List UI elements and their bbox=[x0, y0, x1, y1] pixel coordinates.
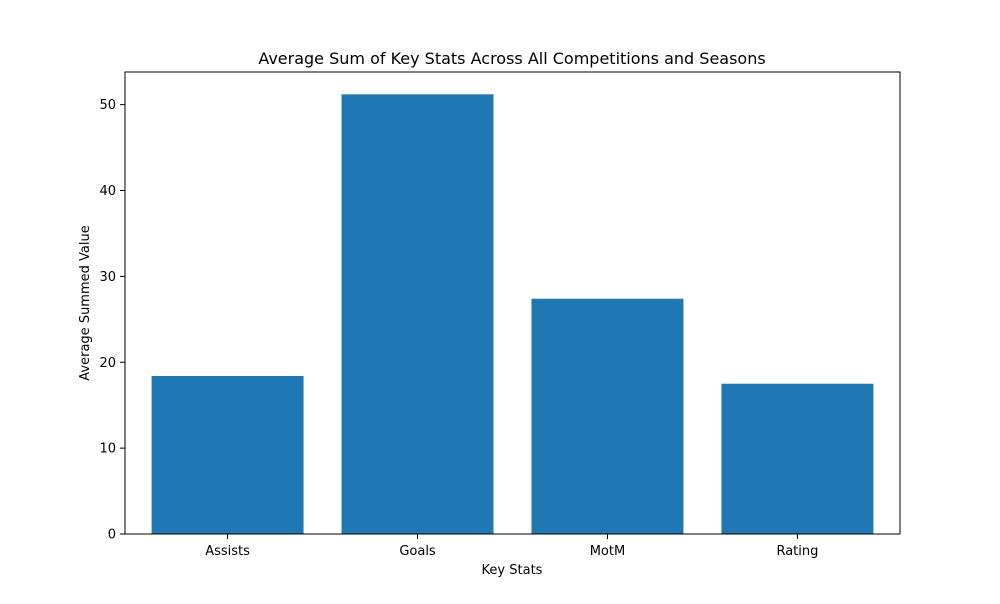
x-tick-label: Rating bbox=[776, 544, 818, 559]
x-axis-label: Key Stats bbox=[482, 563, 543, 578]
y-tick-label: 50 bbox=[99, 98, 116, 113]
y-tick-label: 30 bbox=[99, 270, 116, 285]
y-tick-label: 20 bbox=[99, 356, 116, 371]
y-tick-label: 0 bbox=[108, 528, 116, 543]
chart-title: Average Sum of Key Stats Across All Comp… bbox=[258, 49, 765, 68]
x-axis: Assists Goals MotM Rating bbox=[205, 534, 818, 559]
y-axis-label: Average Summed Value bbox=[78, 225, 93, 380]
y-axis: 0 10 20 30 40 50 bbox=[99, 98, 125, 543]
x-tick-label: Assists bbox=[205, 544, 250, 559]
y-tick-label: 40 bbox=[99, 184, 116, 199]
x-tick-label: Goals bbox=[399, 544, 436, 559]
bar-motm bbox=[531, 298, 684, 534]
bar-assists bbox=[151, 375, 304, 534]
bar-rating bbox=[721, 383, 874, 534]
bar-goals bbox=[341, 94, 494, 534]
bars-layer bbox=[151, 94, 874, 534]
x-tick-label: MotM bbox=[590, 544, 625, 559]
y-tick-label: 10 bbox=[99, 442, 116, 457]
plot-area-frame bbox=[124, 71, 901, 535]
